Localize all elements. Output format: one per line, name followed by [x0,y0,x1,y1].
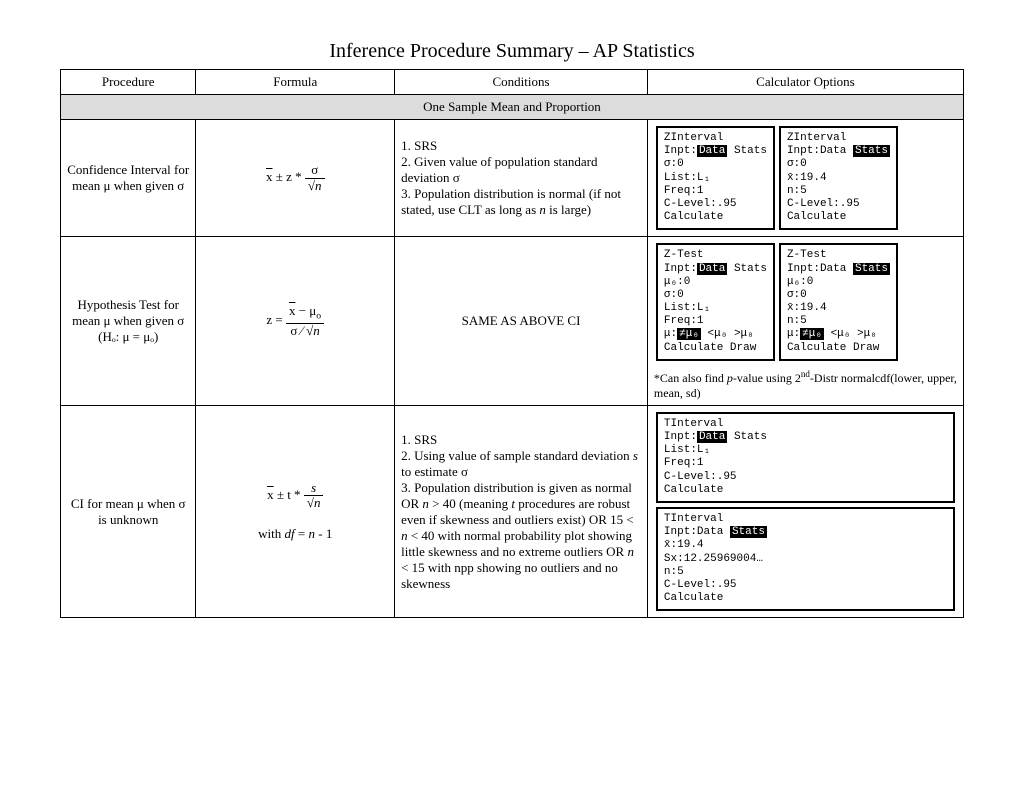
calculator-screenshot: Z-Test Inpt:Data Stats μ₀:0 σ:0 List:L₁ … [656,243,775,361]
calculator-note: *Can also find p-value using 2nd-Distr n… [654,369,957,401]
inference-table: Procedure Formula Conditions Calculator … [60,69,964,618]
calculator-screenshot: TInterval Inpt:Data Stats List:L₁ Freq:1… [656,412,955,503]
calculator-screenshot: TInterval Inpt:Data Stats x̄:19.4 Sx:12.… [656,507,955,611]
procedure-cell: CI for mean μ when σ is unknown [61,405,196,617]
conditions-cell: 1. SRS2. Using value of sample standard … [395,405,648,617]
calculator-screenshot: ZInterval Inpt:Data Stats σ:0 x̄:19.4 n:… [779,126,898,230]
formula-cell: z = x − μoσ ⁄ n [196,237,395,406]
table-row: CI for mean μ when σ is unknownx ± t * s… [61,405,964,617]
header-formula: Formula [196,70,395,95]
calculator-cell: TInterval Inpt:Data Stats List:L₁ Freq:1… [647,405,963,617]
page-title: Inference Procedure Summary – AP Statist… [60,40,964,63]
conditions-cell: SAME AS ABOVE CI [395,237,648,406]
header-conditions: Conditions [395,70,648,95]
section-header: One Sample Mean and Proportion [61,95,964,120]
calculator-cell: Z-Test Inpt:Data Stats μ₀:0 σ:0 List:L₁ … [647,237,963,406]
table-row: Confidence Interval for mean μ when give… [61,120,964,237]
header-procedure: Procedure [61,70,196,95]
calculator-screenshot: Z-Test Inpt:Data Stats μ₀:0 σ:0 x̄:19.4 … [779,243,898,361]
formula-cell: x ± z * σn [196,120,395,237]
header-calculator: Calculator Options [647,70,963,95]
procedure-cell: Confidence Interval for mean μ when give… [61,120,196,237]
calculator-cell: ZInterval Inpt:Data Stats σ:0 List:L₁ Fr… [647,120,963,237]
conditions-cell: 1. SRS2. Given value of population stand… [395,120,648,237]
calculator-screenshot: ZInterval Inpt:Data Stats σ:0 List:L₁ Fr… [656,126,775,230]
procedure-cell: Hypothesis Test for mean μ when given σ … [61,237,196,406]
formula-cell: x ± t * snwith df = n - 1 [196,405,395,617]
table-row: Hypothesis Test for mean μ when given σ … [61,237,964,406]
